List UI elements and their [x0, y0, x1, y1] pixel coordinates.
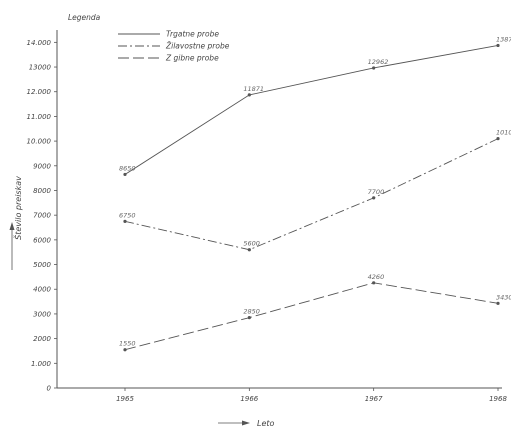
y-tick-label: 5000 [33, 261, 51, 269]
y-tick-label: 9000 [33, 162, 51, 170]
y-tick-label: 7000 [33, 212, 51, 220]
x-tick-group: 1965 1966 1967 1968 [116, 388, 507, 403]
y-tick-label: 8000 [33, 187, 51, 195]
data-label: 3430 [496, 293, 511, 301]
data-point [496, 137, 500, 141]
legend: Legenda Trgatne probe Žilavostne probe Z g… [68, 13, 230, 63]
series-1: 8650 11871 12962 13874 [119, 35, 511, 177]
data-point [372, 281, 376, 285]
y-tick-label: 11.000 [27, 113, 52, 121]
data-label: 11871 [243, 85, 264, 93]
y-tick-label: 3000 [33, 310, 51, 318]
data-label: 12962 [368, 58, 389, 66]
legend-label: Trgatne probe [166, 30, 219, 39]
data-point [123, 348, 127, 352]
data-label: 2850 [243, 308, 260, 316]
x-tick-label: 1966 [240, 395, 258, 403]
data-point [247, 93, 251, 97]
y-tick-label: 1.000 [31, 360, 52, 368]
data-point [123, 172, 127, 177]
axes [56, 30, 502, 389]
x-tick-label: 1967 [365, 395, 383, 403]
y-tick-label: 6000 [33, 236, 51, 244]
x-tick-label: 1968 [489, 395, 507, 403]
x-axis-arrow-head [242, 420, 250, 426]
data-label: 13874 [496, 35, 511, 43]
y-tick-label: 10.000 [27, 138, 52, 146]
y-axis-arrow-head [9, 222, 15, 230]
legend-entries: Trgatne probe Žilavostne probe Z gibne pro… [118, 30, 230, 63]
series-line [124, 45, 499, 175]
x-axis-title: Leto [257, 419, 275, 428]
y-tick-label: 14.000 [27, 39, 52, 47]
data-label: 5600 [243, 240, 260, 248]
data-point [496, 301, 500, 305]
data-point [372, 196, 376, 200]
legend-title: Legenda [68, 13, 101, 22]
data-point [123, 219, 127, 223]
data-label: 8650 [119, 164, 136, 172]
y-tick-label: 13000 [29, 64, 52, 72]
data-label: 1550 [119, 340, 136, 348]
data-point [496, 43, 500, 48]
y-axis-title-group: Število preiskav [9, 176, 23, 270]
data-label: 7700 [368, 188, 385, 196]
y-tick-label: 2000 [33, 335, 51, 343]
series-line [124, 138, 499, 251]
y-axis-title: Število preiskav [12, 176, 23, 240]
series-3: 1550 2850 4260 3430 [119, 273, 511, 352]
y-tick-label: 12.000 [27, 88, 52, 96]
series-2: 6750 5600 7700 10100 [119, 129, 511, 252]
data-point [247, 316, 251, 320]
legend-label: Z gibne probe [165, 54, 219, 63]
data-label: 4260 [368, 273, 385, 281]
legend-label: Žilavostne probe [165, 42, 230, 51]
data-point [372, 66, 376, 70]
series-layer: 8650 11871 12962 13874 6750 5600 7700 10100 1550… [119, 35, 511, 352]
y-tick-label: 4000 [33, 286, 51, 294]
x-axis-title-group: Leto [218, 419, 275, 428]
data-label: 10100 [496, 129, 511, 137]
y-tick-label: 0 [47, 385, 52, 393]
data-label: 6750 [119, 211, 136, 219]
series-line [124, 282, 499, 351]
x-tick-label: 1965 [116, 395, 134, 403]
y-tick-group: 0 1.000 2000 3000 4000 5000 6000 7000 8000 9000 10… [27, 39, 57, 393]
data-point [247, 248, 251, 252]
